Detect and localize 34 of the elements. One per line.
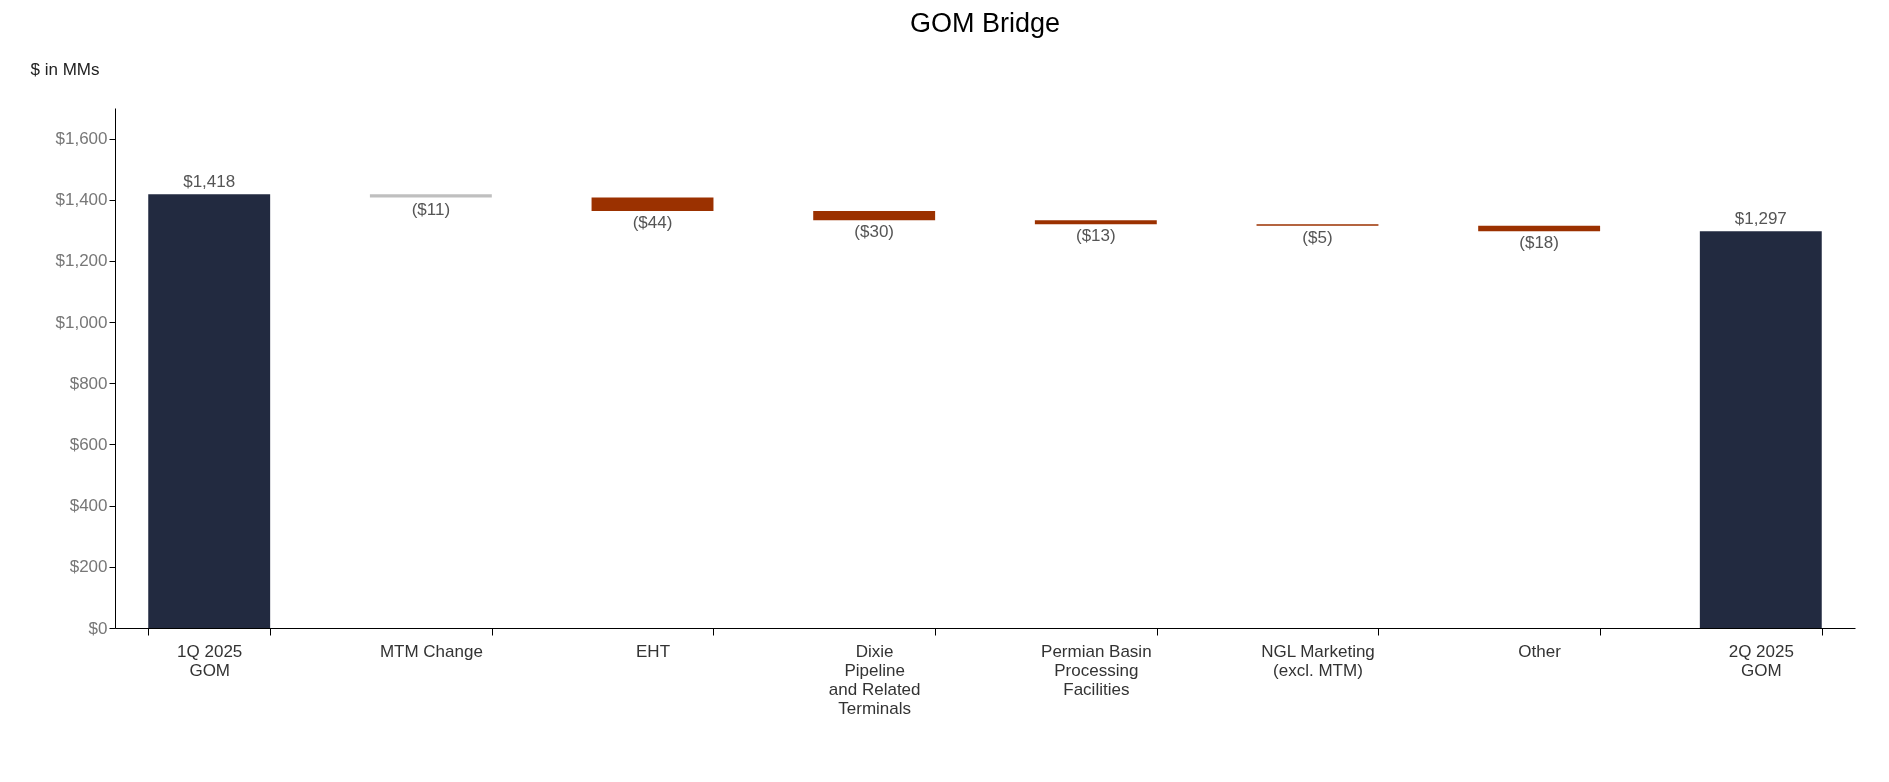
x-tick-label: Dixie Pipeline and Related Terminals [828, 641, 921, 718]
bar [1699, 231, 1822, 628]
x-tick-label: 2Q 2025 GOM [1728, 641, 1794, 680]
data-label: $1,297 [1734, 209, 1787, 229]
y-tick-label: $0 [88, 618, 108, 638]
y-tick-label: $1,000 [55, 312, 108, 332]
bar [1478, 225, 1601, 232]
bar [813, 211, 936, 221]
y-tick-label: $1,600 [55, 129, 108, 149]
data-label: ($13) [1075, 226, 1116, 246]
bar [148, 194, 271, 628]
bar [591, 197, 714, 212]
data-label: $1,418 [183, 172, 236, 192]
bar [1034, 220, 1157, 225]
x-tick-label: MTM Change [379, 641, 483, 661]
data-label: ($5) [1302, 227, 1333, 247]
data-label: ($11) [411, 199, 451, 219]
x-tick-label: Permian Basin Processing Facilities [1041, 641, 1152, 699]
y-tick-label: $400 [69, 496, 108, 516]
data-label: ($18) [1519, 233, 1559, 253]
x-tick-label: 1Q 2025 GOM [177, 641, 243, 680]
x-tick-label: NGL Marketing (excl. MTM) [1261, 641, 1375, 680]
y-axis-title: $ in MMs [30, 59, 100, 79]
y-tick-label: $1,200 [55, 251, 108, 271]
y-tick-label: $800 [69, 373, 108, 393]
y-tick-label: $200 [69, 557, 108, 577]
x-tick-label: Other [1518, 641, 1562, 661]
y-tick-label: $1,400 [55, 190, 108, 210]
data-label: ($44) [632, 213, 673, 233]
x-tick-label: EHT [636, 641, 671, 661]
chart-title: GOM Bridge [909, 8, 1061, 38]
y-tick-label: $600 [69, 434, 108, 454]
data-label: ($30) [854, 222, 895, 242]
bar [369, 194, 492, 198]
